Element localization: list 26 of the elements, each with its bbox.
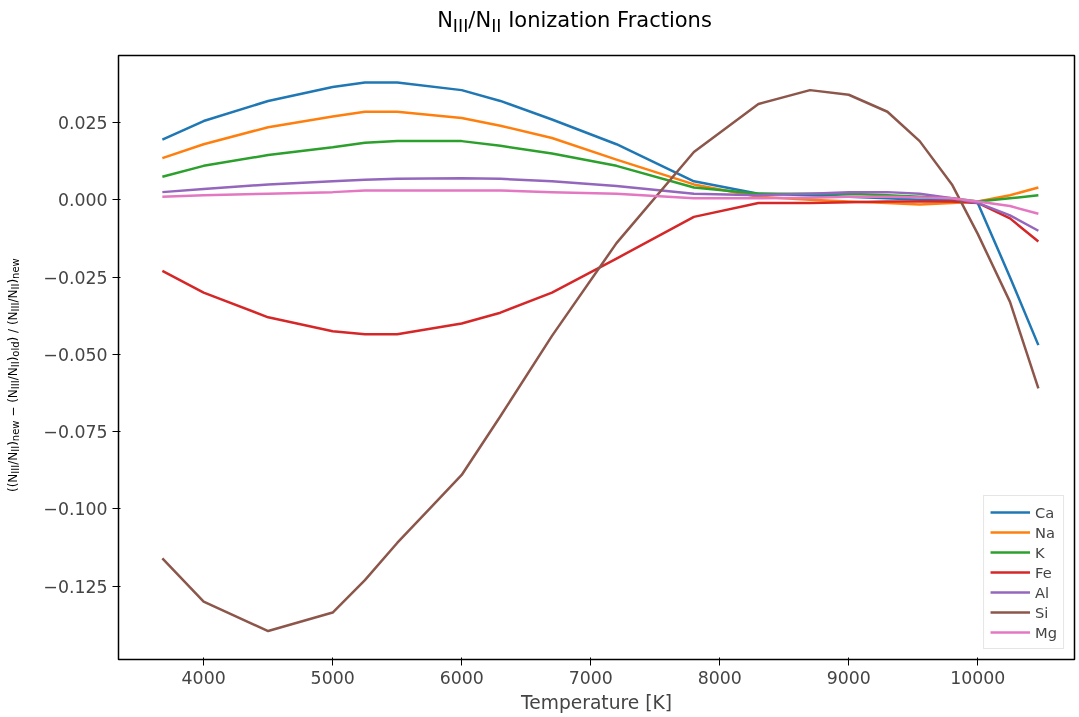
line-series: [161, 176, 1040, 233]
x-tick-label: 8000: [697, 667, 742, 688]
y-tick-label: −0.050: [43, 344, 108, 365]
line-series: [161, 200, 1040, 336]
y-tick-label: −0.075: [43, 422, 108, 443]
line-series: [161, 189, 1040, 216]
legend-label: Mg: [1035, 623, 1057, 641]
chart-title: N$_{III}$/N$_{II}$ Ionization Fractions: [437, 7, 712, 39]
legend-label: Ca: [1035, 503, 1056, 521]
y-tick-label: 0.025: [57, 113, 108, 134]
legend-label: Al: [1035, 583, 1051, 601]
x-axis-title: Temperature [K]: [520, 691, 672, 713]
legend-label: Si: [1035, 603, 1050, 621]
x-tick-label: 5000: [310, 667, 355, 688]
x-tick-label: 6000: [439, 667, 484, 688]
x-tick-label: 9000: [826, 667, 871, 688]
legend-label: Na: [1035, 523, 1056, 541]
legend-label: K: [1035, 543, 1046, 561]
x-tick-label: 10000: [950, 667, 1006, 688]
y-tick-label: −0.100: [43, 499, 108, 520]
y-tick-label: −0.025: [43, 267, 108, 288]
legend-label: Fe: [1035, 563, 1053, 581]
y-tick-label: 0.000: [57, 190, 108, 211]
x-tick-label: 7000: [568, 667, 613, 688]
x-tick-label: 4000: [181, 667, 226, 688]
y-tick-label: −0.125: [43, 576, 108, 597]
